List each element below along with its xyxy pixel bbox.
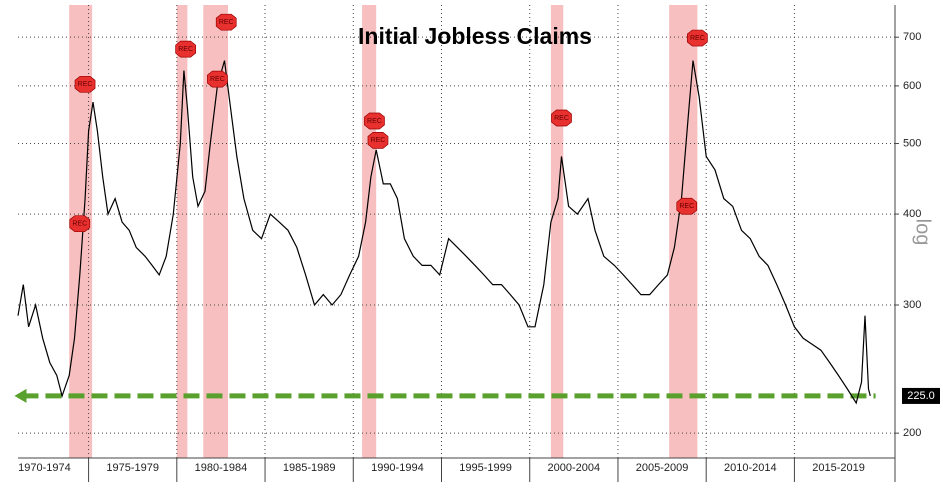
y-tick-label: 200 <box>903 427 921 439</box>
reference-arrow <box>14 388 27 403</box>
x-tick-label: 1990-1994 <box>371 462 424 474</box>
x-tick-label: 2005-2009 <box>636 462 689 474</box>
rec-marker <box>367 132 389 149</box>
rec-marker <box>175 40 196 58</box>
y-axis-label: log <box>912 219 934 246</box>
last-value-box <box>902 387 940 404</box>
rec-marker <box>207 70 228 88</box>
x-tick-label: 1970-1974 <box>18 462 71 474</box>
rec-marker <box>551 109 572 127</box>
rec-marker-label: REC <box>554 115 569 122</box>
rec-marker-label: REC <box>679 203 694 210</box>
rec-marker <box>364 112 385 130</box>
rec-marker-label: REC <box>210 76 225 83</box>
x-tick-label: 2010-2014 <box>724 462 777 474</box>
line <box>17 60 871 405</box>
rec-marker-label: REC <box>690 35 705 42</box>
recession-band <box>669 5 698 458</box>
recession-band <box>550 5 564 458</box>
recession-band <box>176 5 188 458</box>
x-tick-label: 1975-1979 <box>106 462 159 474</box>
chart-title: Initial Jobless Claims <box>358 23 592 49</box>
rec-marker <box>74 75 96 93</box>
rec-marker-label: REC <box>72 221 87 228</box>
y-tick-label: 700 <box>903 31 921 43</box>
y-tick-label: 300 <box>903 299 921 311</box>
rec-marker-label: REC <box>367 118 382 125</box>
x-tick-label: 1980-1984 <box>195 462 248 474</box>
rec-marker <box>69 215 91 233</box>
x-tick-label: 2015-2019 <box>812 462 865 474</box>
rec-marker <box>215 13 237 31</box>
x-tick-label: 1985-1989 <box>283 462 336 474</box>
rec-marker-label: REC <box>219 19 234 26</box>
x-tick-label: 1995-1999 <box>459 462 512 474</box>
last-value-label: 225.0 <box>907 390 935 402</box>
x-tick-label: 2000-2004 <box>548 462 601 474</box>
y-tick-label: 600 <box>903 80 921 92</box>
y-tick-label: 400 <box>903 208 921 220</box>
rec-marker-label: REC <box>178 46 193 53</box>
rec-marker-label: REC <box>78 81 93 88</box>
rec-marker <box>676 197 698 215</box>
y-tick-label: 500 <box>903 137 921 149</box>
rec-marker-label: REC <box>371 137 386 144</box>
rec-marker <box>687 29 708 47</box>
